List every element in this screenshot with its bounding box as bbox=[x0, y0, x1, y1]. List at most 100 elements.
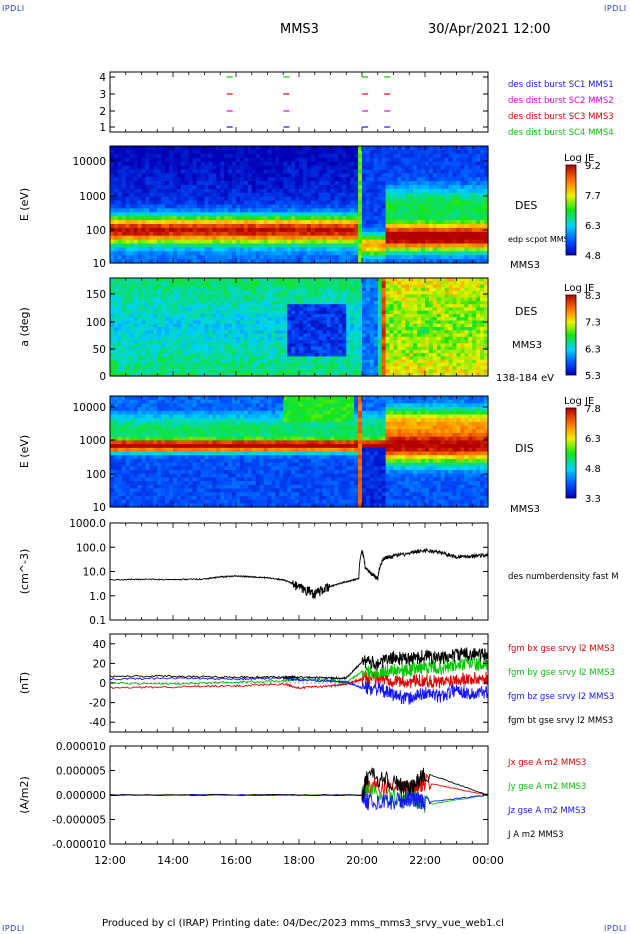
series-line bbox=[109, 789, 489, 811]
colorbar-tick-label: 6.3 bbox=[585, 221, 601, 232]
colorbar-title: Log JE bbox=[564, 153, 594, 164]
y-tick-label: 100 bbox=[86, 469, 106, 481]
y-tick-label: -0.000005 bbox=[52, 815, 106, 827]
y-tick-label: 0.1 bbox=[89, 615, 106, 627]
bfield-legend-1: fgm bx gse srvy l2 MMS3 bbox=[508, 644, 615, 654]
y-tick-label: 100 bbox=[86, 225, 106, 237]
burst-legend-1: des dist burst SC1 MMS1 bbox=[508, 80, 614, 90]
y-axis-label: (nT) bbox=[18, 672, 31, 694]
y-tick-label: 1000.0 bbox=[69, 518, 106, 530]
y-tick-label: 1000 bbox=[79, 435, 106, 447]
y-tick-label: 0.000010 bbox=[56, 741, 106, 753]
burst-legend-2: des dist burst SC2 MMS2 bbox=[508, 96, 614, 106]
density-legend: des numberdensity fast M bbox=[508, 572, 619, 582]
colorbar-tick-label: 3.3 bbox=[585, 494, 601, 505]
colorbar-tick-label: 5.3 bbox=[585, 371, 601, 382]
corner-mark-top-right: IPDLI bbox=[604, 4, 627, 13]
y-axis-label: (cm^-3) bbox=[18, 549, 31, 595]
colorbar-tick-label: 6.3 bbox=[585, 344, 601, 355]
y-tick-label: 50 bbox=[93, 344, 106, 356]
x-tick-label-2200: 22:00 bbox=[409, 854, 441, 867]
current-legend-3: Jz gse A m2 MMS3 bbox=[507, 806, 586, 816]
colorbar-tick-label: 7.7 bbox=[585, 191, 601, 202]
x-tick-label-0000: 00:00 bbox=[472, 854, 504, 867]
x-tick-label-1400: 14:00 bbox=[157, 854, 189, 867]
y-tick-label: 0 bbox=[99, 678, 106, 690]
colorbar-tick-label: 7.8 bbox=[585, 404, 601, 415]
y-axis-label: a (deg) bbox=[18, 307, 31, 347]
colorbar-tick-label: 6.3 bbox=[585, 434, 601, 445]
y-tick-label: -20 bbox=[89, 698, 106, 710]
panel-label: edp scpot MMS3 bbox=[508, 235, 574, 244]
y-tick-label: 10000 bbox=[73, 156, 106, 168]
colorbar-tick-label: 4.8 bbox=[585, 251, 601, 262]
panel-label: MMS3 bbox=[512, 340, 542, 351]
y-tick-label: 10 bbox=[93, 258, 106, 270]
y-axis-label: E (eV) bbox=[18, 435, 31, 468]
y-tick-label: 1 bbox=[99, 122, 106, 134]
series-line bbox=[109, 767, 489, 801]
burst-legend-3: des dist burst SC3 MMS3 bbox=[508, 112, 614, 122]
panel-label: DIS bbox=[515, 442, 534, 455]
y-tick-label: 0.000000 bbox=[56, 790, 106, 802]
spectrogram-cells-3 bbox=[110, 396, 489, 508]
bfield-legend-2: fgm by gse srvy l2 MMS3 bbox=[508, 668, 615, 678]
y-tick-label: 0 bbox=[99, 371, 106, 383]
series-line bbox=[109, 676, 489, 705]
y-tick-label: 100.0 bbox=[76, 542, 106, 554]
series-line bbox=[109, 647, 489, 681]
x-tick-label-1600: 16:00 bbox=[220, 854, 252, 867]
x-tick-label-2000: 20:00 bbox=[346, 854, 378, 867]
y-tick-label: 4 bbox=[99, 72, 106, 84]
y-tick-label: 150 bbox=[86, 289, 106, 301]
colorbar-tick-label: 4.8 bbox=[585, 464, 601, 475]
colorbar bbox=[565, 164, 577, 256]
series-line bbox=[109, 547, 489, 599]
y-tick-label: 10000 bbox=[73, 402, 106, 414]
y-tick-label: -40 bbox=[89, 717, 106, 729]
spectrogram-cells-1 bbox=[110, 146, 489, 264]
y-tick-label: 100 bbox=[86, 317, 106, 329]
colorbar-title: Log JE bbox=[564, 396, 594, 407]
current-legend-1: Jx gse A m2 MMS3 bbox=[507, 758, 586, 768]
panel-label: DES bbox=[515, 199, 537, 212]
footer-credit: Produced by cl (IRAP) Printing date: 04/… bbox=[102, 918, 504, 929]
current-legend-2: Jy gse A m2 MMS3 bbox=[507, 782, 586, 792]
spacecraft-title: MMS3 bbox=[280, 22, 319, 37]
panel-frame-1 bbox=[109, 71, 489, 133]
y-tick-label: 40 bbox=[93, 639, 106, 651]
y-tick-label: 1000 bbox=[79, 191, 106, 203]
series-line bbox=[109, 656, 489, 686]
burst-legend-4: des dist burst SC4 MMS4 bbox=[508, 128, 614, 138]
y-axis-label: E (eV) bbox=[18, 188, 31, 221]
series-line bbox=[109, 773, 489, 802]
panel-frame-5 bbox=[109, 522, 489, 621]
x-tick-label-1800: 18:00 bbox=[283, 854, 315, 867]
panel-label: 138-184 eV bbox=[496, 373, 554, 384]
x-tick-label-1200: 12:00 bbox=[94, 854, 126, 867]
corner-mark-top-left: IPDLI bbox=[2, 4, 25, 13]
spectrogram-cells-2 bbox=[110, 278, 489, 377]
y-tick-label: 10 bbox=[93, 502, 106, 514]
y-tick-label: 2 bbox=[99, 106, 106, 118]
corner-mark-bottom-right: IPDLI bbox=[604, 924, 627, 933]
colorbar-title: Log JE bbox=[564, 283, 594, 294]
bfield-legend-4: fgm bt gse srvy l2 MMS3 bbox=[508, 716, 613, 726]
y-tick-label: -0.000010 bbox=[52, 839, 106, 851]
summary-plot: 12:00 14:00 16:00 18:00 20:00 22:00 00:00 1 2 3 4 d… bbox=[18, 71, 619, 867]
y-tick-label: 0.000005 bbox=[56, 766, 106, 778]
panel-label: DES bbox=[515, 305, 537, 318]
colorbar bbox=[565, 407, 577, 499]
y-tick-label: 1.0 bbox=[89, 591, 106, 603]
y-tick-label: 20 bbox=[93, 658, 106, 670]
datetime-title: 30/Apr/2021 12:00 bbox=[428, 22, 551, 37]
y-tick-label: 10.0 bbox=[83, 567, 106, 579]
colorbar-tick-label: 7.3 bbox=[585, 318, 601, 329]
corner-mark-bottom-left: IPDLI bbox=[2, 924, 25, 933]
colorbar bbox=[565, 294, 577, 376]
bfield-legend-3: fgm bz gse srvy l2 MMS3 bbox=[508, 692, 614, 702]
colorbar-tick-label: 9.2 bbox=[585, 161, 601, 172]
y-axis-label: (A/m2) bbox=[18, 776, 31, 814]
colorbar-tick-label: 8.3 bbox=[585, 291, 601, 302]
panel-label: MMS3 bbox=[510, 504, 540, 515]
